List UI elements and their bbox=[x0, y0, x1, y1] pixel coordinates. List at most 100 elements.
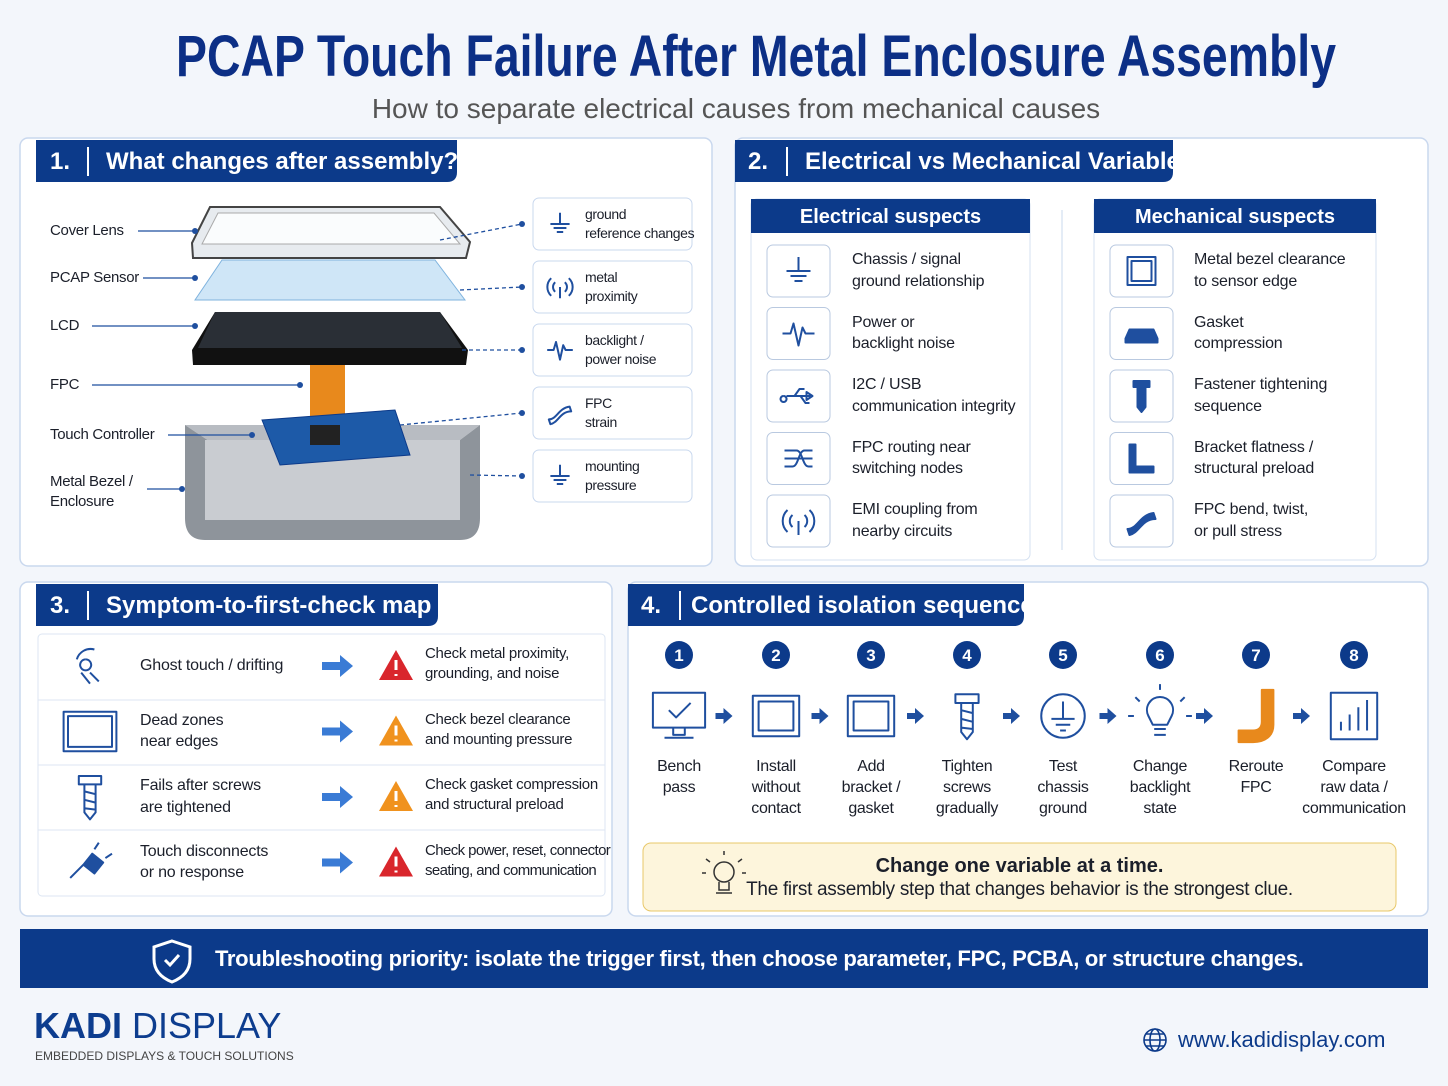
icon bbox=[62, 710, 118, 753]
arrow bbox=[322, 851, 353, 874]
step-number: 1 bbox=[674, 646, 683, 665]
layer-label: Touch Controller bbox=[50, 426, 155, 443]
symptom-table bbox=[37, 633, 606, 897]
leader-dot bbox=[297, 382, 303, 388]
section-number: 1. bbox=[50, 148, 71, 175]
step-label: Change backlight state bbox=[1129, 758, 1191, 818]
layer-label: Metal Bezel / Enclosure bbox=[50, 473, 133, 511]
tabs bbox=[36, 140, 1173, 626]
section-title: Symptom-to-first-check map bbox=[106, 592, 432, 619]
step-label: Reroute FPC bbox=[1228, 758, 1284, 797]
suspect-label: Metal bezel clearance to sensor edge bbox=[1194, 251, 1346, 290]
change-label: metal proximity bbox=[585, 269, 638, 304]
step-circle bbox=[1242, 641, 1270, 669]
step-circle bbox=[762, 641, 790, 669]
step-number: 4 bbox=[962, 646, 972, 665]
column-title: Mechanical suspects bbox=[1134, 206, 1336, 228]
icon bbox=[954, 693, 980, 741]
brand: KADI DISPLAY bbox=[34, 1008, 281, 1044]
symptom: Dead zones near edges bbox=[140, 711, 224, 751]
icon bbox=[751, 694, 801, 738]
step-circle bbox=[1049, 641, 1077, 669]
icon bbox=[75, 648, 100, 685]
change-label: mounting pressure bbox=[585, 458, 640, 493]
icon bbox=[546, 277, 574, 299]
step-label: Add bracket / gasket bbox=[841, 758, 901, 818]
icon bbox=[1132, 380, 1151, 413]
change-box bbox=[532, 260, 693, 314]
leader-dot bbox=[249, 432, 255, 438]
icon bbox=[547, 340, 573, 361]
suspect-label: Gasket compression bbox=[1194, 313, 1283, 353]
step-circle bbox=[953, 641, 981, 669]
leader-dot bbox=[179, 486, 185, 492]
step-number: 8 bbox=[1349, 646, 1358, 665]
first-check: Check power, reset, connector seating, a… bbox=[425, 841, 611, 879]
icon bbox=[1329, 691, 1379, 741]
step-circle bbox=[857, 641, 885, 669]
icon bbox=[550, 212, 570, 234]
change-box bbox=[532, 197, 693, 251]
link-dot bbox=[519, 221, 525, 227]
link-dot bbox=[519, 284, 525, 290]
step-arrow bbox=[1099, 708, 1117, 724]
step-arrow bbox=[1003, 708, 1020, 724]
icon bbox=[1237, 688, 1275, 744]
banner bbox=[20, 929, 1428, 988]
globe-icon bbox=[1143, 1028, 1167, 1052]
layer-label: FPC bbox=[50, 376, 80, 393]
icon bbox=[782, 322, 815, 347]
layer-label: PCAP Sensor bbox=[50, 269, 139, 286]
icon bbox=[550, 464, 570, 486]
suspect-label: FPC routing near switching nodes bbox=[852, 438, 971, 478]
change-box bbox=[532, 386, 693, 440]
exploded-stack bbox=[185, 206, 480, 540]
symptom: Touch disconnects or no response bbox=[140, 842, 269, 882]
suspect-label: Power or backlight noise bbox=[852, 313, 955, 353]
icon bbox=[1126, 512, 1157, 536]
suspect-label: Bracket flatness / structural preload bbox=[1194, 438, 1315, 478]
icon bbox=[77, 775, 103, 821]
step-circle bbox=[1146, 641, 1174, 669]
dashed-link bbox=[469, 474, 523, 477]
step-arrow bbox=[715, 708, 733, 724]
suspect-label: Fastener tightening sequence bbox=[1194, 376, 1328, 415]
step-number: 6 bbox=[1155, 646, 1164, 665]
section-number: 3. bbox=[50, 592, 71, 619]
layer-label: LCD bbox=[50, 317, 80, 334]
arrow bbox=[322, 786, 353, 808]
icon bbox=[784, 449, 813, 468]
link-dot bbox=[519, 473, 525, 479]
link-dot bbox=[519, 410, 525, 416]
step-circle bbox=[665, 641, 693, 669]
leader-dot bbox=[192, 323, 198, 329]
step-label: Install without contact bbox=[751, 758, 801, 818]
step-number: 5 bbox=[1058, 646, 1067, 665]
icon bbox=[781, 509, 816, 535]
step-number: 3 bbox=[866, 646, 875, 665]
step-number: 2 bbox=[771, 646, 780, 665]
step-number: 7 bbox=[1251, 646, 1260, 665]
symptom: Ghost touch / drifting bbox=[140, 657, 284, 674]
subtitle: How to separate electrical causes from m… bbox=[372, 93, 1100, 124]
icon bbox=[786, 257, 811, 282]
step-label: Compare raw data / communication bbox=[1302, 758, 1406, 818]
change-label: FPC strain bbox=[585, 395, 617, 430]
suspect-label: I2C / USB communication integrity bbox=[852, 376, 1016, 415]
tab-dividers bbox=[87, 147, 788, 620]
dashed-link bbox=[459, 286, 523, 291]
first-check: Check metal proximity, grounding, and no… bbox=[425, 645, 569, 683]
icon bbox=[1126, 256, 1157, 286]
icon-box bbox=[1109, 432, 1174, 485]
section-title: Electrical vs Mechanical Variables bbox=[805, 148, 1194, 175]
symptom: Fails after screws are tightened bbox=[140, 777, 261, 816]
icon bbox=[1040, 693, 1086, 739]
step-label: Bench pass bbox=[657, 758, 701, 797]
step-label: Test chassis ground bbox=[1037, 758, 1089, 818]
icon bbox=[779, 388, 814, 404]
first-check: Check gasket compression and structural … bbox=[425, 776, 598, 814]
column-title: Electrical suspects bbox=[799, 206, 982, 228]
section-number: 2. bbox=[748, 148, 769, 175]
